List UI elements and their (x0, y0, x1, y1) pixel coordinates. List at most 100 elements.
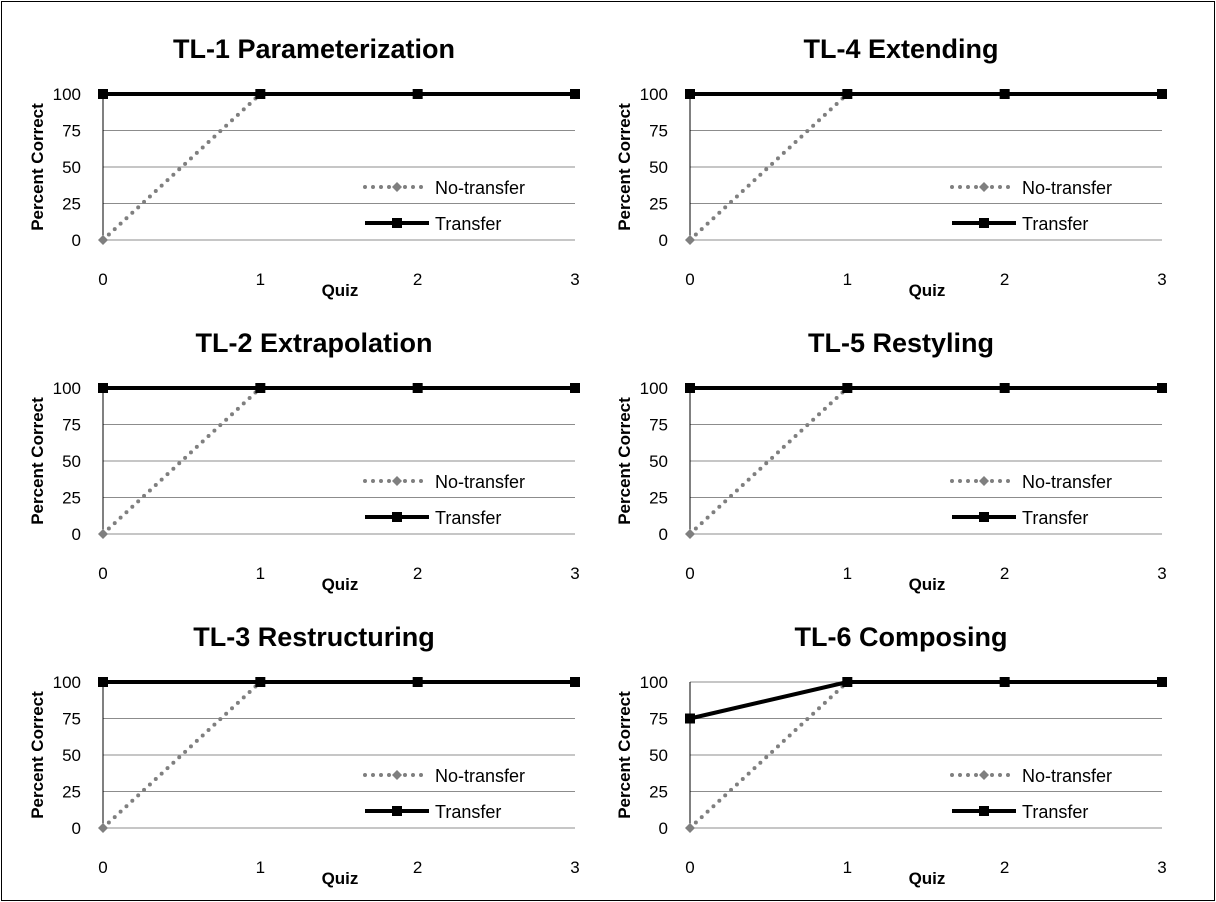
y-tick-label: 75 (649, 416, 668, 435)
point-transfer (255, 383, 266, 393)
y-tick-label: 50 (649, 452, 668, 471)
x-tick-label: 2 (1000, 858, 1009, 877)
point-transfer (685, 383, 695, 393)
y-tick-label: 25 (62, 783, 81, 802)
y-tick-label: 25 (649, 489, 668, 508)
point-transfer (98, 383, 108, 393)
chart-title: TL-2 Extrapolation (195, 328, 432, 358)
point-no-transfer (98, 235, 108, 245)
y-tick-label: 100 (53, 379, 81, 398)
x-tick-label: 3 (570, 270, 579, 289)
y-tick-label: 100 (640, 85, 668, 104)
chart-title: TL-3 Restructuring (193, 622, 435, 652)
series-line-transfer (689, 680, 1162, 721)
point-transfer (255, 677, 266, 687)
legend-label-transfer: Transfer (435, 508, 501, 528)
y-tick-label: 100 (53, 673, 81, 692)
point-transfer (842, 677, 853, 687)
y-axis-title: Percent Correct (615, 691, 634, 819)
y-tick-label: 75 (649, 710, 668, 729)
y-axis-title: Percent Correct (28, 691, 47, 819)
y-axis-title: Percent Correct (28, 103, 47, 231)
x-tick-label: 2 (413, 270, 422, 289)
y-tick-label: 0 (72, 231, 81, 250)
legend-label-no-transfer: No-transfer (1022, 178, 1112, 198)
legend-label-transfer: Transfer (1022, 508, 1088, 528)
chart-panel: TL-1 Parameterization 0 25 50 75 100 0 1 2 3 Quiz P… (28, 34, 580, 300)
legend-marker-no-transfer (979, 476, 989, 486)
x-tick-label: 1 (843, 564, 852, 583)
chart-title: TL-4 Extending (804, 34, 999, 64)
point-transfer (412, 383, 423, 393)
legend-label-no-transfer: No-transfer (1022, 472, 1112, 492)
y-tick-label: 75 (649, 122, 668, 141)
y-tick-label: 0 (659, 231, 668, 250)
chart-panel: TL-5 Restyling 0 25 50 75 100 0 1 2 3 Quiz Percent … (615, 328, 1167, 594)
point-transfer (999, 89, 1010, 99)
x-tick-label: 0 (98, 270, 107, 289)
x-tick-label: 2 (413, 564, 422, 583)
point-transfer (685, 713, 695, 724)
legend-marker-no-transfer (392, 182, 402, 192)
y-tick-label: 75 (62, 122, 81, 141)
x-tick-label: 1 (843, 270, 852, 289)
legend-marker-transfer (392, 218, 402, 228)
point-transfer (98, 677, 108, 687)
chart-title: TL-1 Parameterization (173, 34, 455, 64)
point-no-transfer (685, 529, 695, 539)
x-tick-label: 0 (98, 564, 107, 583)
legend-marker-transfer (979, 218, 989, 228)
x-tick-label: 3 (1157, 270, 1166, 289)
x-tick-label: 3 (570, 564, 579, 583)
legend-label-no-transfer: No-transfer (435, 472, 525, 492)
y-tick-label: 25 (649, 783, 668, 802)
point-transfer (999, 677, 1010, 687)
point-transfer (685, 89, 695, 99)
legend-label-no-transfer: No-transfer (435, 178, 525, 198)
chart-panel: TL-3 Restructuring 0 25 50 75 100 0 1 2 3 Quiz Perc… (28, 622, 580, 888)
point-transfer (98, 89, 108, 99)
x-tick-label: 0 (685, 564, 694, 583)
legend-marker-no-transfer (979, 770, 989, 780)
x-tick-label: 3 (570, 858, 579, 877)
y-tick-label: 100 (53, 85, 81, 104)
x-axis-title: Quiz (322, 281, 359, 300)
x-tick-label: 1 (256, 564, 265, 583)
y-tick-label: 75 (62, 710, 81, 729)
x-tick-label: 0 (98, 858, 107, 877)
x-axis-title: Quiz (322, 869, 359, 888)
point-no-transfer (98, 529, 108, 539)
y-tick-label: 25 (62, 195, 81, 214)
x-tick-label: 1 (256, 270, 265, 289)
legend-marker-transfer (979, 512, 989, 522)
point-transfer (412, 89, 423, 99)
legend-marker-transfer (392, 806, 402, 816)
point-transfer (999, 383, 1010, 393)
point-transfer (842, 383, 853, 393)
x-tick-label: 1 (843, 858, 852, 877)
y-tick-label: 0 (72, 525, 81, 544)
y-tick-label: 25 (62, 489, 81, 508)
point-no-transfer (685, 235, 695, 245)
y-tick-label: 50 (649, 158, 668, 177)
x-tick-label: 1 (256, 858, 265, 877)
chart-panel: TL-6 Composing 0 25 50 75 100 0 1 2 3 Quiz Percent … (615, 622, 1167, 888)
x-tick-label: 2 (1000, 564, 1009, 583)
legend-marker-no-transfer (392, 476, 402, 486)
chart-panel: TL-4 Extending 0 25 50 75 100 0 1 2 3 Quiz Percent … (615, 34, 1167, 300)
y-tick-label: 75 (62, 416, 81, 435)
legend-label-transfer: Transfer (1022, 802, 1088, 822)
legend-marker-no-transfer (392, 770, 402, 780)
y-tick-label: 100 (640, 379, 668, 398)
x-axis-title: Quiz (909, 575, 946, 594)
y-tick-label: 50 (62, 746, 81, 765)
point-no-transfer (98, 823, 108, 833)
point-transfer (255, 89, 266, 99)
x-tick-label: 0 (685, 858, 694, 877)
x-axis-title: Quiz (909, 869, 946, 888)
y-axis-title: Percent Correct (28, 397, 47, 525)
point-no-transfer (685, 823, 695, 833)
y-tick-label: 50 (62, 158, 81, 177)
